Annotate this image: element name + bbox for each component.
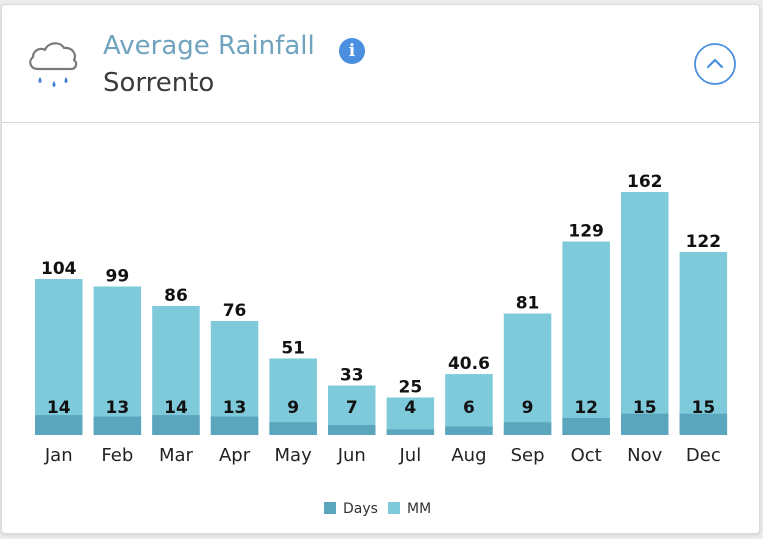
- data-label-mm: 122: [686, 232, 722, 252]
- rainfall-card: Average Rainfall Sorrento i 104 14 Jan 99 13…: [1, 4, 760, 534]
- info-icon[interactable]: i: [339, 38, 365, 64]
- bar-days[interactable]: [679, 413, 728, 435]
- x-tick-label: Feb: [101, 445, 133, 466]
- data-label-days: 12: [574, 398, 598, 418]
- bar-mm[interactable]: [445, 374, 493, 435]
- x-tick-label: May: [275, 445, 313, 466]
- bar-mm[interactable]: [35, 279, 83, 435]
- data-label-days: 13: [223, 398, 247, 418]
- rainfall-chart: 104 14 Jan 99 13 Feb 86 14 Mar 76 13 Apr 51 9 May 33 7 Ju…: [35, 172, 728, 517]
- data-label-days: 7: [346, 398, 358, 418]
- chevron-up-icon: [694, 43, 736, 85]
- data-label-mm: 99: [106, 267, 130, 287]
- legend-swatch-days: [324, 502, 336, 514]
- x-tick-label: Sep: [511, 445, 545, 466]
- x-tick-label: Jul: [398, 445, 421, 466]
- bar-mm[interactable]: [210, 321, 259, 435]
- bar-days[interactable]: [210, 416, 259, 435]
- legend-swatch-mm: [388, 502, 400, 514]
- data-label-days: 4: [404, 398, 416, 418]
- bar-days[interactable]: [152, 415, 200, 435]
- data-label-days: 6: [463, 398, 475, 418]
- x-tick-label: Nov: [627, 445, 662, 466]
- data-label-days: 13: [106, 398, 130, 418]
- location-subtitle: Sorrento: [103, 68, 215, 98]
- data-label-mm: 86: [164, 286, 188, 306]
- x-tick-label: Apr: [219, 445, 251, 466]
- card-header: Average Rainfall Sorrento i: [2, 5, 759, 123]
- bar-mm[interactable]: [503, 313, 552, 436]
- bar-mm[interactable]: [93, 286, 142, 436]
- bar-mm[interactable]: [621, 192, 669, 435]
- data-label-mm: 81: [516, 294, 540, 314]
- data-label-mm: 40.6: [448, 354, 490, 374]
- bar-days[interactable]: [35, 415, 83, 435]
- bar-days[interactable]: [386, 429, 435, 435]
- bar-days[interactable]: [328, 425, 376, 435]
- data-label-days: 15: [633, 398, 657, 418]
- x-tick-label: Jun: [337, 445, 366, 466]
- data-label-mm: 25: [399, 378, 423, 398]
- data-label-days: 15: [692, 398, 716, 418]
- data-label-mm: 76: [223, 301, 247, 321]
- data-label-days: 14: [164, 398, 188, 418]
- bar-mm[interactable]: [386, 397, 435, 436]
- rain-cloud-icon: [29, 42, 78, 87]
- data-label-mm: 129: [568, 222, 604, 242]
- x-tick-label: Jan: [44, 445, 73, 466]
- data-label-mm: 51: [281, 339, 305, 359]
- bar-days[interactable]: [445, 426, 493, 435]
- legend-label-mm: MM: [407, 501, 431, 517]
- x-tick-label: Oct: [571, 445, 602, 466]
- bar-days[interactable]: [269, 422, 317, 435]
- bar-days[interactable]: [93, 416, 142, 435]
- data-label-mm: 162: [627, 172, 663, 192]
- bar-days[interactable]: [503, 422, 552, 435]
- collapse-button[interactable]: [694, 43, 736, 85]
- legend-label-days: Days: [343, 501, 378, 517]
- data-label-days: 9: [522, 398, 534, 418]
- x-tick-label: Dec: [686, 445, 721, 466]
- bar-days[interactable]: [562, 417, 610, 435]
- bar-mm[interactable]: [152, 306, 200, 435]
- x-tick-label: Mar: [159, 445, 194, 466]
- data-label-days: 9: [287, 398, 299, 418]
- bar-mm[interactable]: [562, 241, 610, 436]
- bar-mm[interactable]: [679, 252, 728, 435]
- data-label-mm: 104: [41, 259, 77, 279]
- data-label-days: 14: [47, 398, 71, 418]
- bar-days[interactable]: [621, 413, 669, 435]
- page-title: Average Rainfall: [103, 31, 315, 61]
- x-tick-label: Aug: [451, 445, 486, 466]
- data-label-mm: 33: [340, 366, 364, 386]
